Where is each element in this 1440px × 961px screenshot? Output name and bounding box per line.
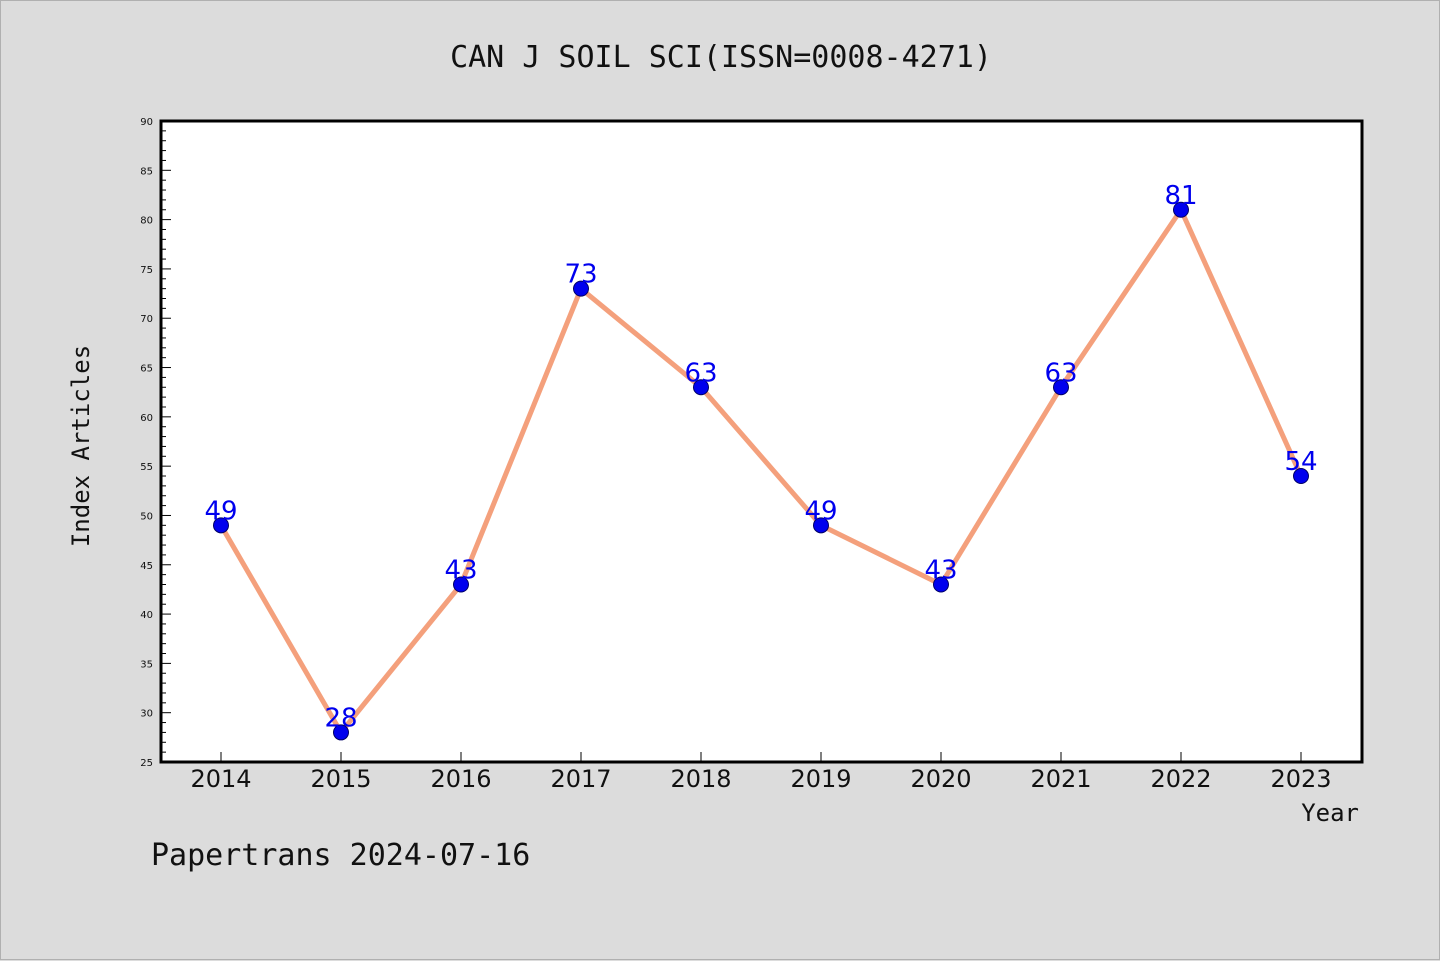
- data-point: [453, 576, 469, 593]
- series-layer: 49 28 43 73 63 49 43 63 81 54: [204, 181, 1318, 741]
- data-point: [333, 724, 349, 741]
- data-label: 81: [1164, 181, 1197, 211]
- data-label: 63: [684, 358, 717, 388]
- y-tick-label: 25: [140, 758, 153, 769]
- x-tick-label: 2021: [1030, 765, 1091, 793]
- data-label: 28: [324, 703, 357, 733]
- x-tick-label: 2018: [670, 765, 731, 793]
- data-point: [933, 576, 949, 593]
- y-tick-label: 85: [140, 166, 153, 177]
- y-tick-label: 30: [140, 709, 153, 720]
- x-tick-label: 2023: [1270, 765, 1331, 793]
- x-tick-label: 2019: [790, 765, 851, 793]
- data-point: [693, 379, 709, 396]
- data-label: 43: [444, 555, 477, 585]
- y-tick-label: 90: [140, 117, 153, 128]
- data-point: [573, 280, 589, 297]
- plot-area: [159, 119, 1364, 764]
- y-tick-label: 65: [140, 364, 153, 375]
- y-axis-label: Index Articles: [67, 345, 95, 547]
- y-tick-label: 50: [140, 511, 153, 522]
- data-label: 73: [564, 260, 597, 290]
- x-tick-label: 2016: [430, 765, 491, 793]
- y-tick-label: 55: [140, 462, 153, 473]
- data-point: [213, 517, 229, 534]
- data-label: 49: [804, 496, 837, 526]
- data-label: 63: [1044, 358, 1077, 388]
- chart-title: CAN J SOIL SCI(ISSN=0008-4271): [450, 40, 992, 75]
- y-tick-label: 70: [140, 314, 153, 325]
- x-tick-label: 2015: [310, 765, 371, 793]
- series-line: [218, 207, 1304, 735]
- data-point: [813, 517, 829, 534]
- y-tick-label: 60: [140, 413, 153, 424]
- x-tick-label: 2014: [190, 765, 251, 793]
- x-tick-label: 2020: [910, 765, 971, 793]
- x-axis: 2014 2015 2016 2017 2018 2019 2020 2021 2022 2023: [190, 752, 1332, 793]
- data-point: [1053, 379, 1069, 396]
- data-point: [1173, 201, 1189, 218]
- y-axis: 25 30 35 40 45 50 55 60 65 70 75 80 85 90: [140, 117, 171, 769]
- data-label: 43: [924, 555, 957, 585]
- y-tick-label: 80: [140, 216, 153, 227]
- y-tick-label: 75: [140, 265, 153, 276]
- y-tick-label: 45: [140, 561, 153, 572]
- y-tick-label: 35: [140, 659, 153, 670]
- footer-credit: Papertrans 2024-07-16: [151, 838, 530, 873]
- x-axis-label: Year: [1301, 799, 1359, 827]
- x-tick-label: 2017: [550, 765, 611, 793]
- data-label: 49: [204, 496, 237, 526]
- data-point: [1293, 468, 1309, 485]
- data-label: 54: [1284, 447, 1317, 477]
- y-tick-label: 40: [140, 610, 153, 621]
- x-tick-label: 2022: [1150, 765, 1211, 793]
